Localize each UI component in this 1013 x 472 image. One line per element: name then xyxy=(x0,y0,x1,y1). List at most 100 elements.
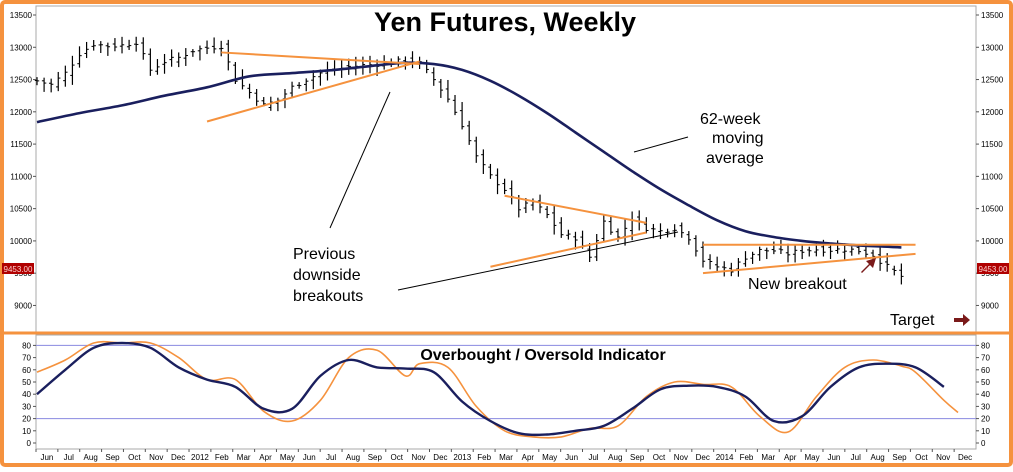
y-tick-label: 9000 xyxy=(14,301,32,310)
x-tick-label: Jul xyxy=(64,453,74,462)
x-tick-label: Jun xyxy=(303,453,316,462)
x-tick-label: 2012 xyxy=(191,453,209,462)
x-tick-label: May xyxy=(804,453,819,462)
trendline xyxy=(490,231,647,268)
breakout-label-line-1: Previous xyxy=(293,246,355,263)
breakout-label-line-3: breakouts xyxy=(293,288,363,305)
trendline xyxy=(206,60,420,123)
x-tick-label: Dec xyxy=(958,453,972,462)
oscillator-slow-line xyxy=(36,341,945,437)
moving-average-line xyxy=(36,61,902,249)
x-tick-label: Apr xyxy=(259,453,272,462)
svg-text:9453.00: 9453.00 xyxy=(979,265,1008,274)
y-tick-label: 11500 xyxy=(10,140,32,149)
x-tick-label: Jul xyxy=(851,453,861,462)
x-tick-label: Nov xyxy=(936,453,950,462)
x-tick-label: Sep xyxy=(105,453,120,462)
osc-y-tick-label: 40 xyxy=(22,390,31,399)
osc-y-tick-label: 0 xyxy=(981,439,986,448)
x-tick-label: Dec xyxy=(696,453,710,462)
y-tick-label: 13500 xyxy=(981,11,1004,20)
target-label: Target xyxy=(890,312,935,329)
svg-text:9453.00: 9453.00 xyxy=(4,265,33,274)
osc-y-tick-label: 80 xyxy=(22,341,31,350)
x-tick-label: 2014 xyxy=(716,453,734,462)
y-tick-label: 10500 xyxy=(10,205,33,214)
x-tick-label: Oct xyxy=(653,453,666,462)
osc-y-tick-label: 60 xyxy=(981,366,990,375)
osc-y-tick-label: 20 xyxy=(22,415,31,424)
trendline xyxy=(221,51,420,66)
x-tick-label: Jul xyxy=(326,453,336,462)
y-tick-label: 13000 xyxy=(981,43,1004,52)
osc-y-tick-label: 70 xyxy=(22,354,31,363)
y-tick-label: 13000 xyxy=(10,43,33,52)
ma-label-line-2: moving xyxy=(712,130,764,147)
x-tick-label: Oct xyxy=(915,453,928,462)
x-tick-label: Dec xyxy=(433,453,447,462)
osc-y-tick-label: 80 xyxy=(981,341,990,350)
x-tick-label: Apr xyxy=(784,453,797,462)
oscillator-fast-line xyxy=(36,340,959,439)
chart-title: Yen Futures, Weekly xyxy=(374,7,636,37)
ma-pointer-line xyxy=(633,136,689,153)
osc-y-tick-label: 20 xyxy=(981,415,990,424)
x-tick-label: Sep xyxy=(368,453,383,462)
osc-y-tick-label: 10 xyxy=(22,427,31,436)
x-tick-label: Jun xyxy=(40,453,53,462)
y-tick-label: 9000 xyxy=(981,301,999,310)
osc-y-tick-label: 60 xyxy=(22,366,31,375)
x-tick-label: Feb xyxy=(477,453,491,462)
y-tick-label: 11500 xyxy=(981,140,1003,149)
x-tick-label: Aug xyxy=(346,453,360,462)
price-tag-right: 9453.00 xyxy=(977,263,1009,274)
indicator-title: Overbought / Oversold Indicator xyxy=(420,347,665,364)
target-arrow-icon xyxy=(954,314,970,326)
osc-y-tick-label: 30 xyxy=(22,402,31,411)
x-tick-label: Nov xyxy=(674,453,688,462)
x-tick-label: Feb xyxy=(740,453,754,462)
y-tick-label: 12000 xyxy=(10,108,33,117)
y-tick-label: 12500 xyxy=(10,76,33,85)
price-tag-left: 9453.00 xyxy=(2,263,34,274)
ma-label-line-1: 62-week xyxy=(700,111,761,128)
new-breakout-label: New breakout xyxy=(748,276,847,293)
x-tick-label: Mar xyxy=(499,453,513,462)
y-tick-label: 12000 xyxy=(981,108,1004,117)
x-tick-label: Feb xyxy=(215,453,229,462)
ma-label-line-3: average xyxy=(706,150,764,167)
x-tick-label: Mar xyxy=(237,453,251,462)
x-tick-label: Oct xyxy=(128,453,141,462)
osc-y-tick-label: 10 xyxy=(981,427,990,436)
x-tick-label: May xyxy=(280,453,295,462)
breakout-pointer-1 xyxy=(329,91,391,229)
new-breakout-arrow-icon xyxy=(861,258,876,273)
x-tick-label: Aug xyxy=(871,453,885,462)
y-tick-label: 10000 xyxy=(981,237,1004,246)
x-tick-label: Nov xyxy=(149,453,163,462)
osc-y-tick-label: 70 xyxy=(981,354,990,363)
breakout-label-line-2: downside xyxy=(293,267,361,284)
x-tick-label: Aug xyxy=(608,453,622,462)
trendline xyxy=(504,194,647,224)
y-tick-label: 10500 xyxy=(981,205,1004,214)
osc-y-tick-label: 40 xyxy=(981,390,990,399)
osc-y-tick-label: 50 xyxy=(981,378,990,387)
x-tick-label: Dec xyxy=(171,453,185,462)
y-tick-label: 10000 xyxy=(10,237,33,246)
x-tick-label: Sep xyxy=(630,453,645,462)
x-tick-label: Jun xyxy=(565,453,578,462)
x-tick-label: Aug xyxy=(84,453,98,462)
y-tick-label: 13500 xyxy=(10,11,33,20)
x-tick-label: 2013 xyxy=(453,453,471,462)
y-tick-label: 12500 xyxy=(981,76,1004,85)
x-tick-label: Mar xyxy=(761,453,775,462)
x-tick-label: May xyxy=(542,453,557,462)
breakout-pointer-2 xyxy=(397,231,679,291)
x-tick-label: Oct xyxy=(390,453,403,462)
x-tick-label: Jun xyxy=(827,453,840,462)
trendline xyxy=(702,252,916,275)
osc-y-tick-label: 50 xyxy=(22,378,31,387)
x-tick-label: Nov xyxy=(411,453,425,462)
